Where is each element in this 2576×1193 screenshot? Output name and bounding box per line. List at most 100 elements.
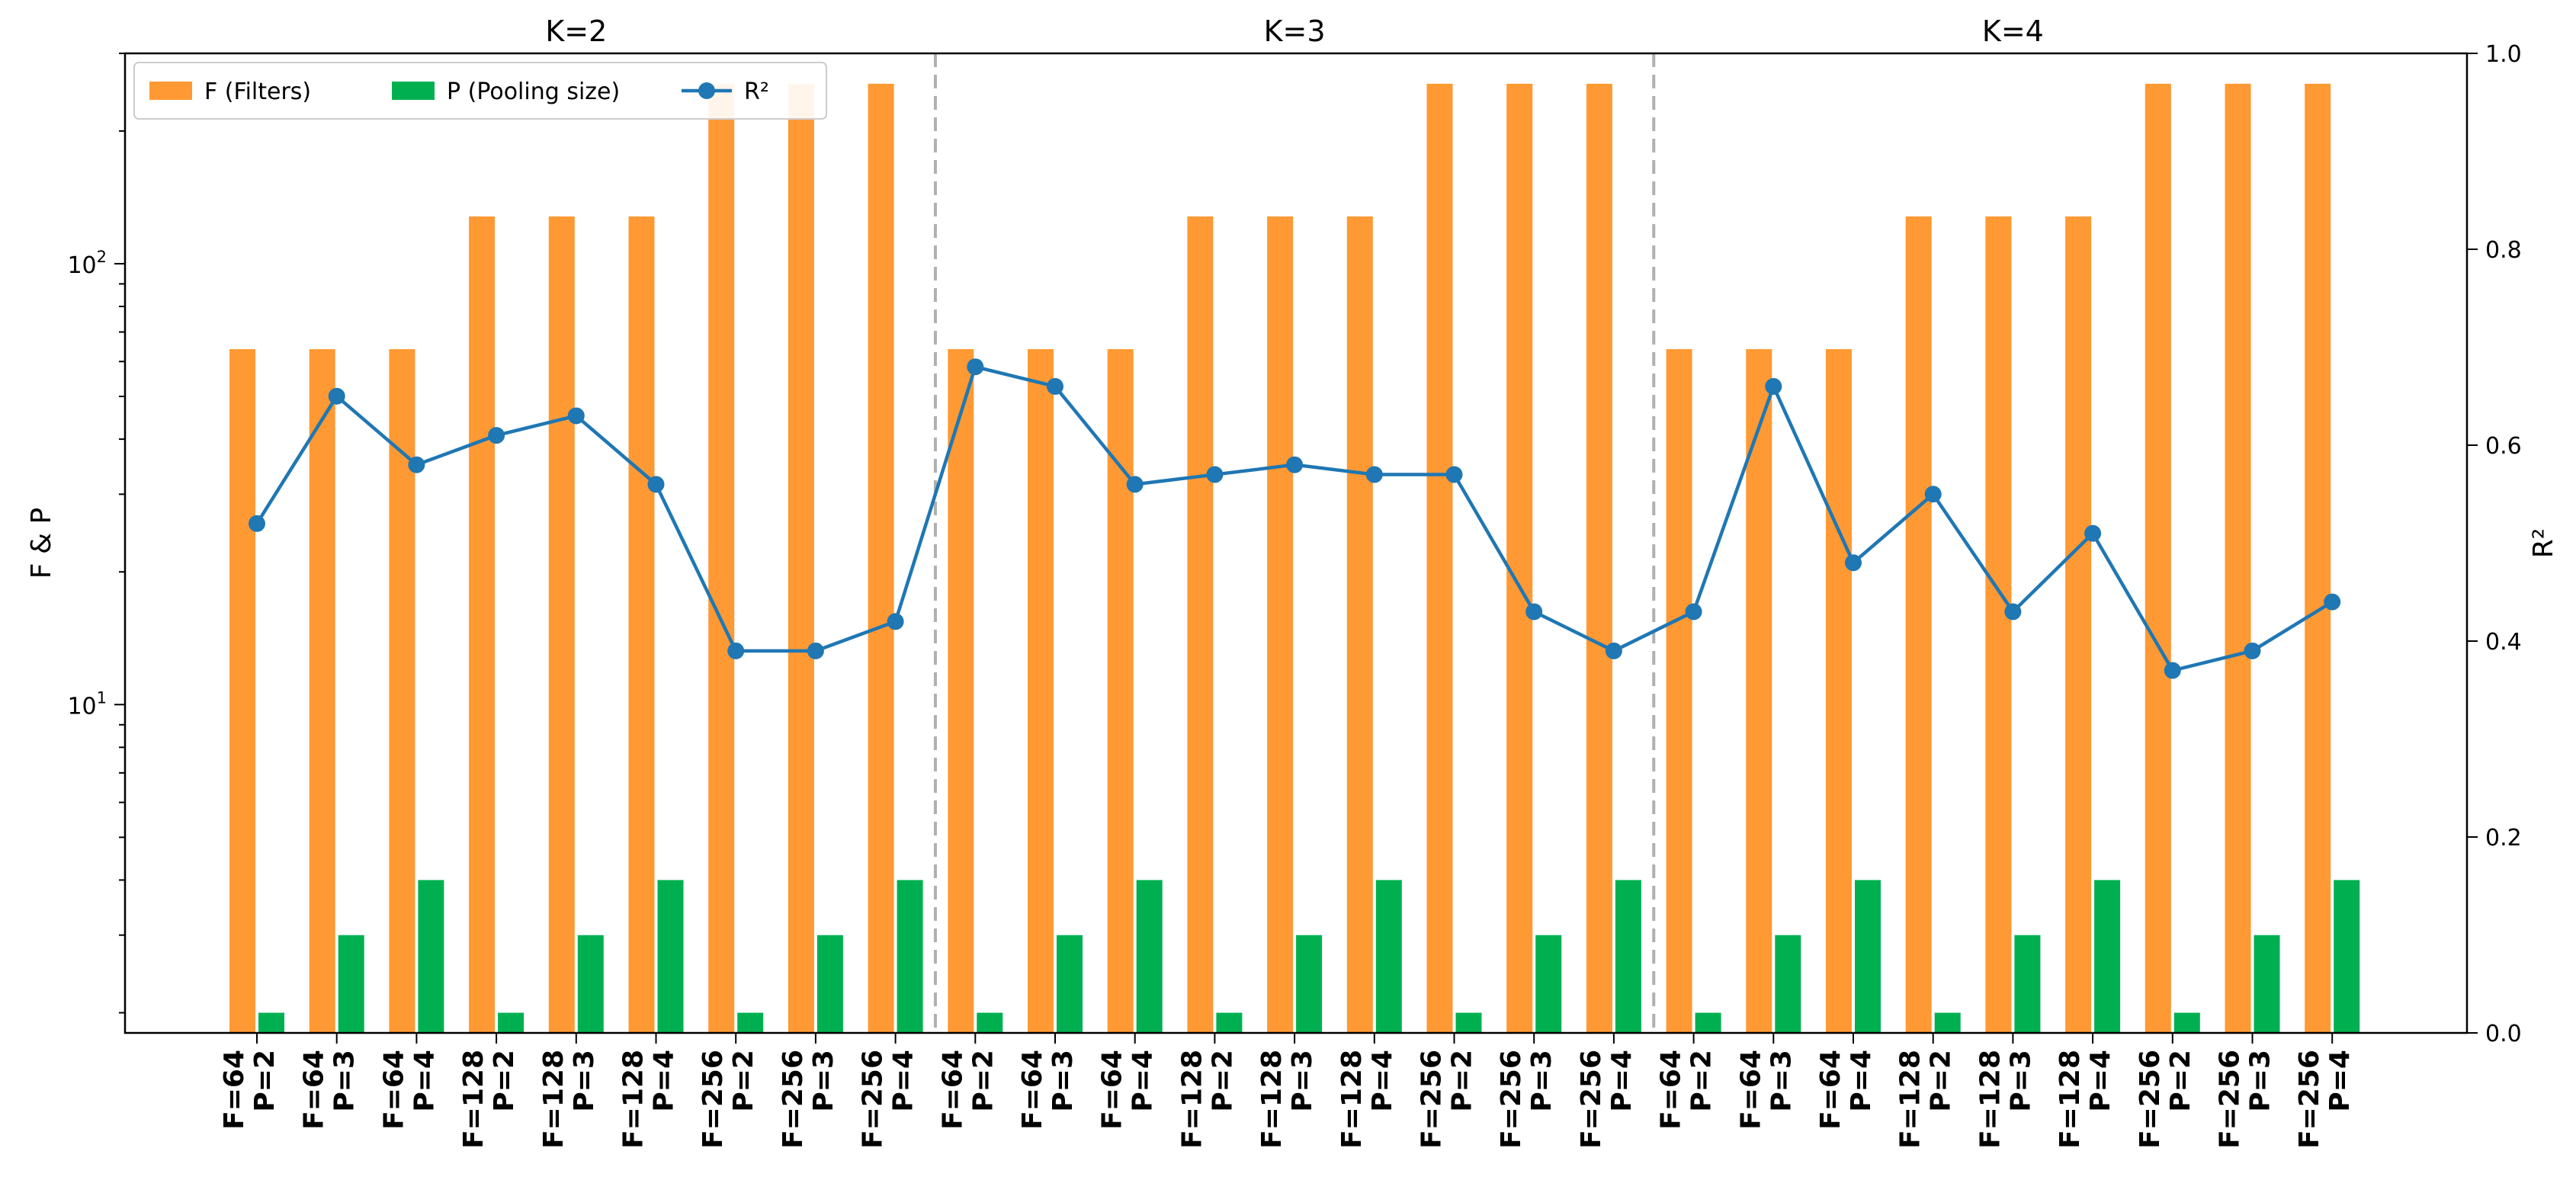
group-label: K=2: [545, 14, 607, 48]
pooling-bar: [1057, 935, 1083, 1033]
pooling-bar: [1775, 935, 1801, 1033]
group-label: K=3: [1264, 14, 1326, 48]
x-tick-label-filters: F=128: [2055, 1050, 2086, 1149]
x-tick-label-pooling: P=4: [409, 1050, 440, 1112]
group-label: K=4: [1982, 14, 2044, 48]
right-tick-label: 0.8: [2485, 237, 2522, 264]
r2-point: [249, 515, 265, 532]
filters-bar: [948, 349, 974, 1034]
filters-bar: [229, 349, 255, 1034]
pooling-bar: [2173, 1012, 2200, 1033]
x-tick-label-filters: F=64: [1017, 1050, 1048, 1130]
pooling-bar: [2334, 880, 2360, 1033]
right-tick-label: 0.6: [2485, 433, 2522, 460]
x-tick-label-pooling: P=3: [1047, 1050, 1079, 1112]
r2-point: [1685, 603, 1702, 621]
pooling-bar: [418, 880, 444, 1033]
x-tick-label-filters: F=64: [1815, 1050, 1846, 1130]
filters-bar: [469, 216, 496, 1034]
r2-point: [328, 387, 345, 405]
x-tick-label-pooling: P=3: [1526, 1050, 1557, 1112]
legend-label-filters: F (Filters): [204, 79, 311, 105]
legend-box: [133, 62, 827, 120]
pooling-bar: [1695, 1012, 1721, 1033]
x-tick-label-pooling: P=4: [1846, 1050, 1877, 1112]
x-tick-label-pooling: P=2: [728, 1050, 759, 1112]
pooling-bar: [657, 880, 684, 1033]
filters-bar: [1586, 83, 1612, 1034]
pooling-bar: [1535, 935, 1562, 1033]
left-axis-title: F & P: [26, 508, 57, 579]
r2-point: [967, 358, 984, 376]
plot-frame: [124, 52, 2469, 1034]
x-tick-label-pooling: P=2: [1926, 1050, 1957, 1112]
x-tick-label-pooling: P=4: [1606, 1050, 1638, 1112]
filters-bar: [1187, 216, 1214, 1034]
labels: 101 102 0.0 0.2 0.4 0.6 0.8 1.0 F & P R² K=2 K=3 K=4…: [26, 14, 2559, 1149]
legend-label-pooling: P (Pooling size): [447, 79, 620, 105]
filters-bar: [628, 216, 655, 1034]
x-tick-label-filters: F=128: [1895, 1050, 1926, 1149]
x-tick-label-filters: F=256: [2135, 1050, 2166, 1149]
r2-point: [567, 407, 585, 425]
right-axis-title: R²: [2528, 528, 2559, 558]
x-tick-label-pooling: P=4: [888, 1050, 919, 1112]
x-tick-label-pooling: P=3: [329, 1050, 361, 1112]
left-tick-label: 101: [67, 688, 107, 720]
r2-point: [408, 456, 425, 473]
x-tick-label-pooling: P=4: [2085, 1050, 2116, 1112]
filters-bar: [1905, 216, 1932, 1034]
pooling-bar: [1216, 1012, 1243, 1033]
pooling-bar: [897, 880, 923, 1033]
x-tick-label-filters: F=64: [378, 1050, 409, 1130]
right-tick-label: 0.4: [2485, 629, 2522, 656]
x-tick-label-pooling: P=4: [649, 1050, 680, 1112]
right-tick-label: 1.0: [2485, 41, 2522, 68]
x-tick-label-filters: F=256: [778, 1050, 809, 1149]
filters-bar: [1826, 349, 1852, 1034]
pooling-bar: [2254, 935, 2280, 1033]
r2-point: [1845, 554, 1862, 572]
r2-point: [1286, 456, 1304, 473]
pooling-bar: [498, 1012, 525, 1033]
filters-bar: [788, 83, 814, 1034]
x-tick-label-pooling: P=4: [1367, 1050, 1398, 1112]
r2-point: [1605, 642, 1622, 659]
r2-point: [647, 476, 665, 493]
x-tick-label-filters: F=256: [1416, 1050, 1448, 1149]
left-tick-label: 102: [67, 248, 107, 279]
x-tick-label-filters: F=64: [299, 1050, 330, 1130]
legend-label-r2: R²: [744, 79, 769, 105]
x-tick-label-pooling: P=2: [1207, 1050, 1238, 1112]
r2-point: [1047, 377, 1063, 395]
x-tick-label-pooling: P=2: [1686, 1050, 1718, 1112]
pooling-bar: [1296, 935, 1323, 1033]
x-tick-label-filters: F=64: [1735, 1050, 1766, 1130]
x-tick-label-filters: F=256: [1576, 1050, 1607, 1149]
pooling-bar: [577, 935, 604, 1033]
filters-bar: [1028, 349, 1054, 1034]
pooling-bar: [1855, 880, 1881, 1033]
x-tick-label-pooling: P=2: [249, 1050, 281, 1112]
r2-point: [2164, 662, 2181, 679]
x-tick-label-filters: F=128: [1256, 1050, 1288, 1149]
pooling-bar: [1615, 880, 1641, 1033]
x-tick-label-filters: F=128: [1336, 1050, 1368, 1149]
pooling-bar: [2094, 880, 2121, 1033]
r2-point: [1365, 466, 1383, 483]
filters-bar: [2145, 83, 2171, 1034]
x-tick-label-filters: F=256: [2294, 1050, 2325, 1149]
x-tick-label-filters: F=64: [219, 1050, 250, 1130]
legend: F (Filters) P (Pooling size) R²: [133, 62, 827, 120]
r2-point: [1924, 486, 1942, 503]
r2-point: [1126, 476, 1144, 493]
r2-point: [887, 613, 904, 630]
filters-bar: [2225, 83, 2251, 1034]
x-tick-label-pooling: P=3: [569, 1050, 600, 1112]
x-tick-label-pooling: P=4: [2324, 1050, 2356, 1112]
pooling-bar: [1136, 880, 1163, 1033]
x-tick-label-filters: F=256: [698, 1050, 729, 1149]
pooling-bar: [977, 1012, 1003, 1033]
r2-point: [1765, 377, 1782, 395]
